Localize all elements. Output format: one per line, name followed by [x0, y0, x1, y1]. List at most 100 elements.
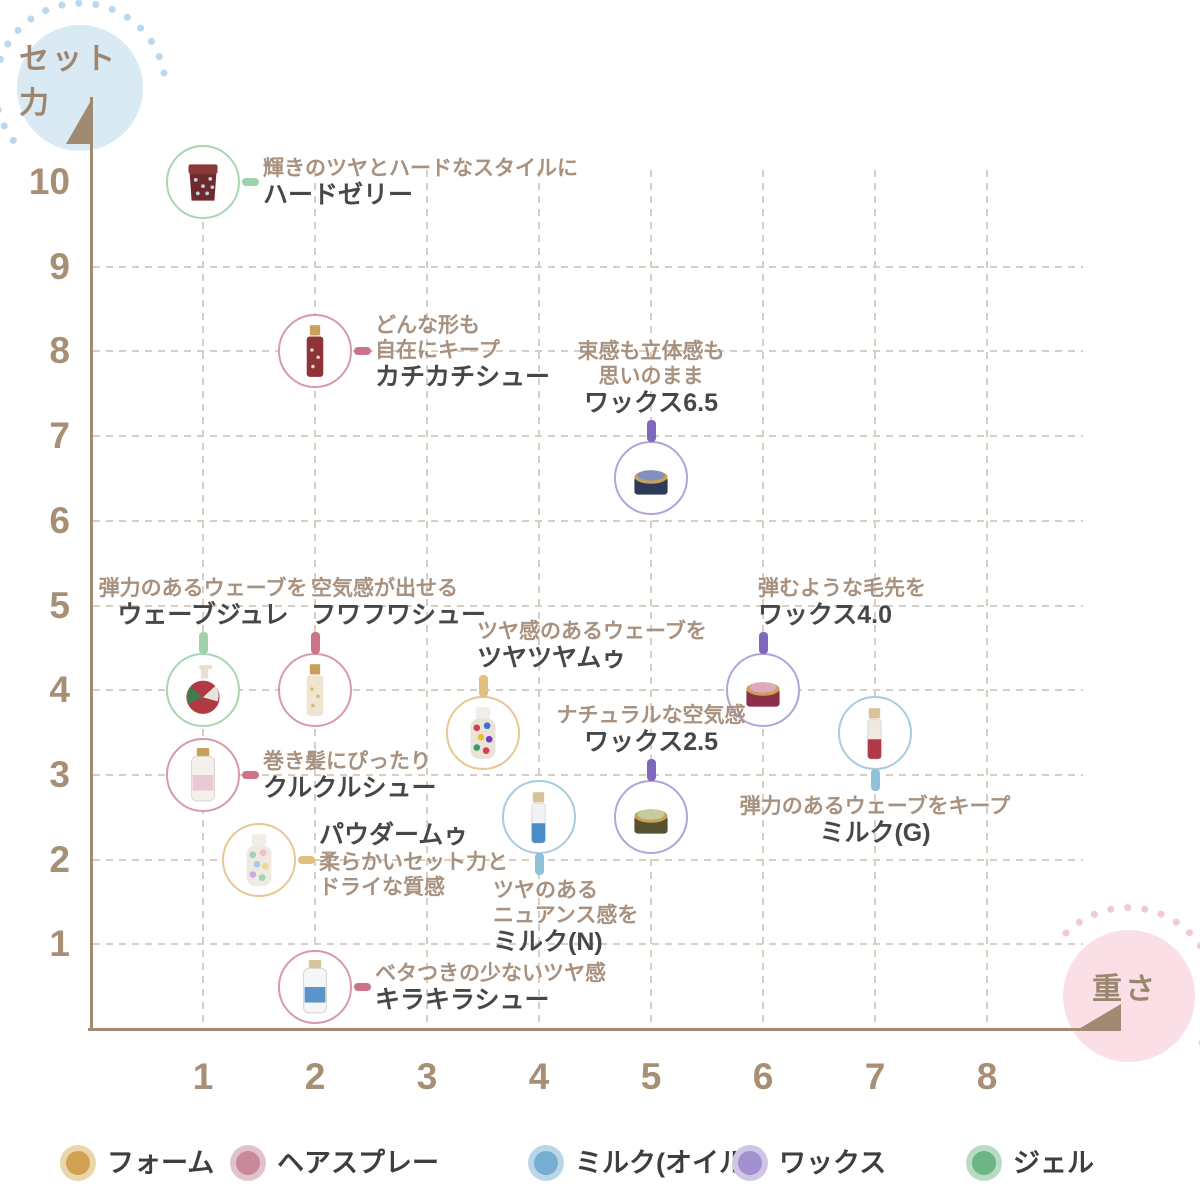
product-name: ワックス6.5	[583, 389, 718, 418]
label-connector	[647, 759, 656, 782]
x-tick-3: 3	[416, 1056, 438, 1097]
x-tick-6: 6	[752, 1056, 774, 1097]
y-tick-7: 7	[49, 415, 70, 457]
product-name: ワックス2.5	[583, 728, 718, 757]
product-desc-line: どんな形も	[375, 313, 480, 337]
product-photo-spray-icon	[306, 325, 324, 378]
product-marker-kachi-kachi-chou[interactable]	[278, 314, 352, 389]
y-tick-10: 10	[28, 161, 70, 202]
product-desc-line: ナチュラルな空気感	[556, 704, 746, 728]
label-connector	[759, 632, 768, 655]
legend-item-2: ミルク(オイル)	[528, 1145, 755, 1181]
product-label: ナチュラルな空気感 ワックス2.5	[557, 703, 746, 757]
gridline-x-5	[650, 170, 652, 1029]
product-name: ミルク(G)	[819, 818, 931, 847]
label-connector	[242, 178, 259, 186]
product-desc-line: 束感も立体感も	[577, 340, 725, 364]
gridline-y-9	[93, 265, 1083, 268]
product-name: パウダームゥ	[319, 821, 469, 850]
gridline-x-8	[986, 170, 988, 1029]
x-tick-8: 8	[976, 1056, 998, 1097]
gridline-x-6	[762, 170, 764, 1029]
product-desc-line: 巻き髪にぴったり	[263, 749, 431, 773]
product-marker-kira-kira-chou[interactable]	[278, 949, 352, 1024]
product-name: ツヤツヤムゥ	[477, 643, 627, 672]
product-photo-tube-icon	[867, 707, 882, 759]
legend-dot	[230, 1145, 266, 1181]
label-connector	[871, 768, 880, 791]
legend-label: ミルク(オイル)	[575, 1148, 755, 1178]
gridline-x-7	[874, 170, 876, 1029]
legend-label: ワックス	[779, 1148, 887, 1178]
x-tick-5: 5	[640, 1056, 662, 1097]
gridline-y-4	[93, 689, 1083, 692]
legend-label: フォーム	[107, 1148, 215, 1178]
product-desc-line: ツヤのある	[493, 879, 598, 903]
gridline-y-5	[93, 604, 1083, 607]
product-photo-jar-icon	[188, 164, 218, 201]
y-tick-5: 5	[49, 584, 70, 626]
y-axis-line	[90, 97, 93, 1031]
legend-item-1: ヘアスプレー	[230, 1145, 439, 1181]
x-tick-2: 2	[304, 1056, 326, 1097]
legend-dot	[966, 1145, 1002, 1181]
y-tick-2: 2	[49, 838, 70, 880]
product-marker-tsuya-tsuya-mou[interactable]	[446, 695, 520, 770]
product-marker-wax-2-5[interactable]	[614, 780, 688, 855]
product-label: パウダームゥ 柔らかいセット力と ドライな質感	[319, 821, 508, 900]
product-name: ウェーブジュレ	[117, 601, 289, 630]
product-label: ベタつきの少ないツヤ感 キラキラシュー	[375, 961, 606, 1015]
product-marker-kuru-kuru-chou[interactable]	[166, 737, 240, 812]
legend-item-3: ワックス	[732, 1145, 886, 1181]
legend-item-4: ジェル	[966, 1145, 1094, 1181]
product-desc-line: ベタつきの少ないツヤ感	[375, 961, 606, 985]
product-desc-line: 思いのまま	[598, 365, 704, 389]
product-label: 空気感が出せる フワフワシュー	[311, 576, 486, 630]
product-photo-can-icon	[303, 959, 327, 1014]
product-marker-wax-4-0[interactable]	[726, 653, 800, 728]
product-photo-tube-icon	[531, 792, 546, 844]
x-tick-7: 7	[864, 1056, 886, 1097]
product-marker-fuwa-fuwa-chou[interactable]	[278, 653, 352, 728]
y-tick-3: 3	[49, 753, 70, 795]
product-name: ミルク(N)	[493, 928, 603, 957]
product-desc-line: 空気感が出せる	[311, 577, 458, 601]
y-tick-6: 6	[49, 499, 70, 541]
product-label: 輝きのツヤとハードなスタイルに ハードゼリー	[263, 156, 578, 210]
product-label: 弾力のあるウェーブを ウェーブジュレ	[99, 576, 308, 630]
x-tick-1: 1	[192, 1056, 214, 1097]
product-photo-pump-icon	[186, 665, 220, 715]
product-marker-wax-6-5[interactable]	[614, 441, 688, 516]
product-marker-wave-jule[interactable]	[166, 653, 240, 728]
product-name: カチカチシュー	[375, 362, 551, 391]
product-photo-tin-icon	[634, 809, 668, 834]
product-label: どんな形も 自在にキープ カチカチシュー	[375, 313, 550, 392]
gridline-y-8	[93, 350, 1083, 353]
gridline-x-4	[538, 170, 540, 1029]
product-name: フワフワシュー	[311, 601, 487, 630]
product-name: クルクルシュー	[263, 773, 437, 802]
product-marker-hard-jelly[interactable]	[166, 145, 240, 219]
y-tick-8: 8	[49, 330, 70, 372]
product-name: キラキラシュー	[375, 985, 550, 1014]
product-label: 弾力のあるウェーブをキープ ミルク(G)	[740, 794, 1010, 848]
gridline-x-1	[202, 170, 204, 1029]
product-marker-milk-g[interactable]	[838, 695, 912, 770]
gridline-y-3	[93, 773, 1083, 776]
legend-item-0: フォーム	[60, 1145, 214, 1181]
product-desc-line: ドライな質感	[319, 876, 445, 900]
product-label: ツヤ感のあるウェーブを ツヤツヤムゥ	[477, 619, 707, 673]
product-photo-tin-icon	[634, 470, 668, 496]
x-tick-4: 4	[528, 1056, 550, 1097]
x-axis-line	[88, 1028, 1121, 1031]
product-marker-powder-mou[interactable]	[222, 822, 296, 897]
product-photo-bottle-icon	[246, 833, 272, 886]
legend-dot	[732, 1145, 768, 1181]
legend-label: ヘアスプレー	[277, 1148, 439, 1178]
y-tick-9: 9	[49, 245, 70, 287]
y-tick-1: 1	[49, 923, 70, 965]
